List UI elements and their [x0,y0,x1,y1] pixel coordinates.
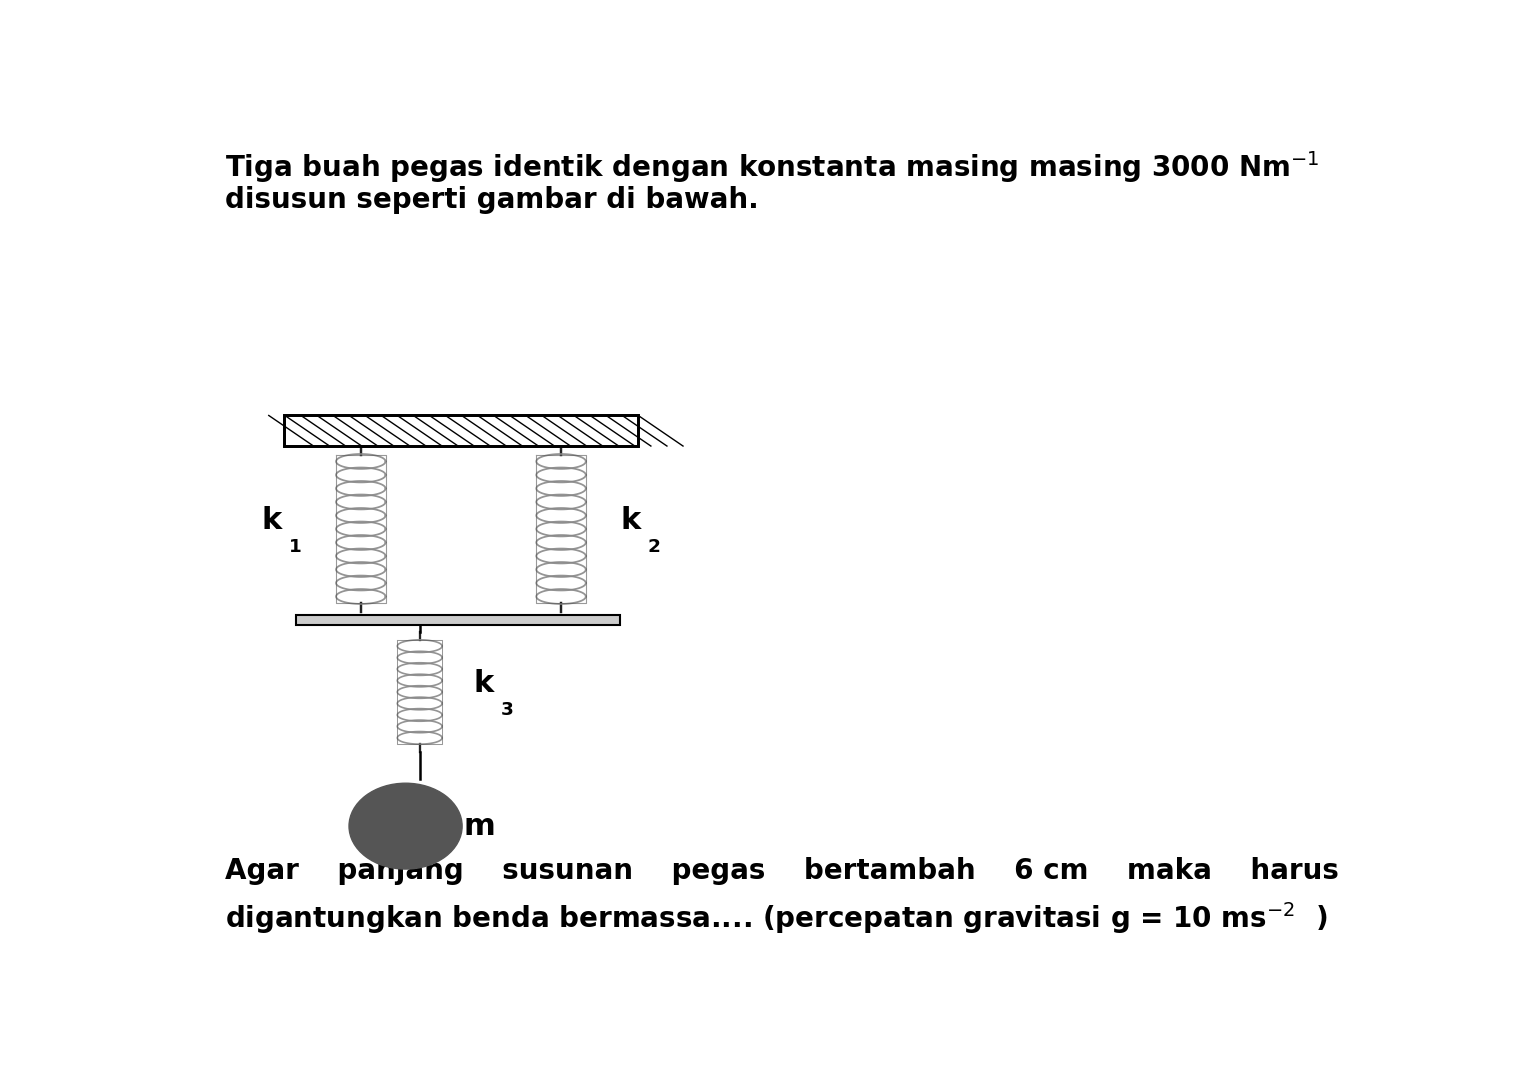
Text: $\mathbf{m}$: $\mathbf{m}$ [464,812,494,840]
Text: digantungkan benda bermassa.... (percepatan gravitasi g = 10 ms$^{-2}$  ): digantungkan benda bermassa.... (percepa… [225,900,1328,936]
Text: Tiga buah pegas identik dengan konstanta masing masing 3000 Nm$^{-1}$: Tiga buah pegas identik dengan konstanta… [225,149,1319,185]
Bar [296,615,620,625]
Bar [284,415,638,446]
Bar [284,415,638,446]
Text: $\mathbf{k}$: $\mathbf{k}$ [473,669,496,698]
Text: $\mathbf{k}$: $\mathbf{k}$ [620,506,643,535]
Text: $\mathbf{_3}$: $\mathbf{_3}$ [500,691,514,717]
Text: Agar    panjang    susunan    pegas    bertambah    6 cm    maka    harus: Agar panjang susunan pegas bertambah 6 c… [225,857,1339,884]
Text: disusun seperti gambar di bawah.: disusun seperti gambar di bawah. [225,187,758,214]
Ellipse shape [350,784,462,869]
Text: $\mathbf{_1}$: $\mathbf{_1}$ [287,528,302,554]
Text: $\mathbf{k}$: $\mathbf{k}$ [261,506,284,535]
Text: $\mathbf{_2}$: $\mathbf{_2}$ [648,528,661,554]
